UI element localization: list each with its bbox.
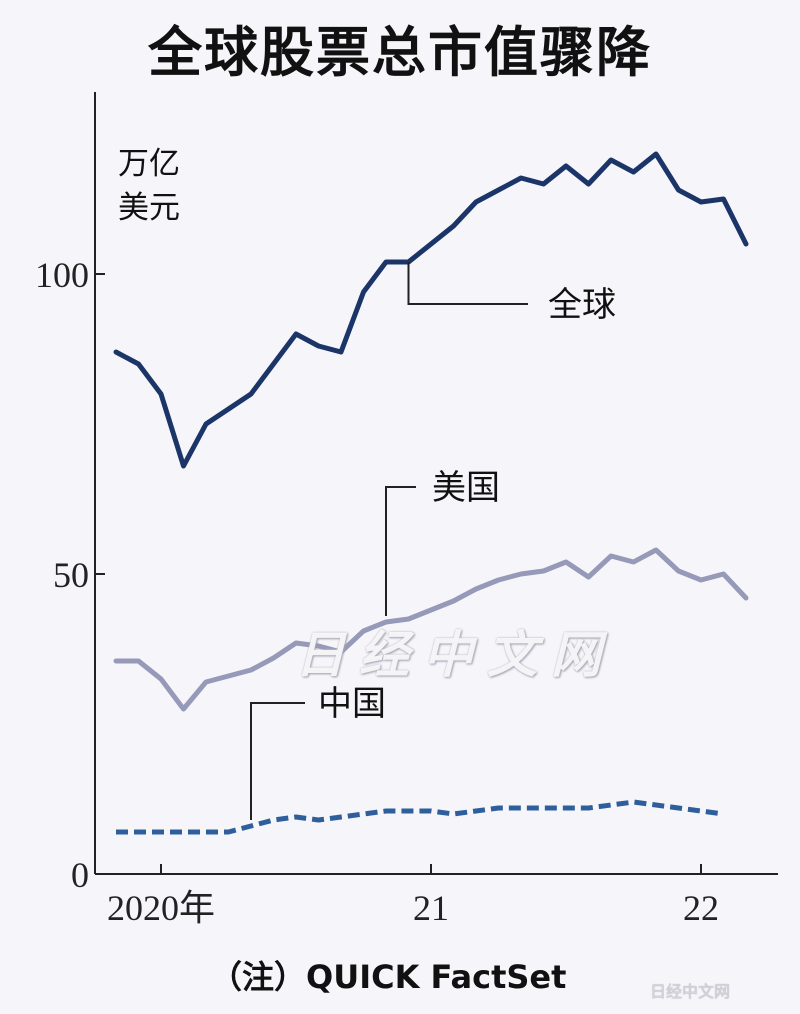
chart-title: 全球股票总市值骤降 [148, 21, 652, 84]
series-line-2 [113, 547, 749, 712]
x-tick-label: 2020年 [107, 888, 215, 928]
callout-leader-3 [250, 702, 305, 820]
callout-label-1: 全球 [548, 285, 616, 325]
callout-label-2: 美国 [432, 468, 500, 508]
y-unit-line-2: 美元 [118, 190, 180, 226]
x-tick-label: 22 [683, 888, 719, 928]
source-note: （注）QUICK FactSet [210, 958, 567, 996]
corner-watermark: 日经中文网 [650, 982, 731, 1001]
callout-leader-2 [385, 486, 416, 616]
callout-label-3: 中国 [318, 684, 386, 724]
series-line-3 [116, 799, 724, 835]
y-unit-line-1: 万亿 [118, 146, 180, 182]
watermark-text: 日经中文网 [295, 626, 615, 684]
y-tick-label: 50 [53, 555, 89, 595]
y-unit-label: 万亿 美元 [118, 142, 180, 230]
series-line-1 [113, 151, 749, 469]
y-tick-label: 100 [35, 255, 89, 295]
y-tick-label: 0 [71, 855, 89, 895]
x-tick-label: 21 [413, 888, 449, 928]
callout-leader-1 [407, 262, 528, 305]
